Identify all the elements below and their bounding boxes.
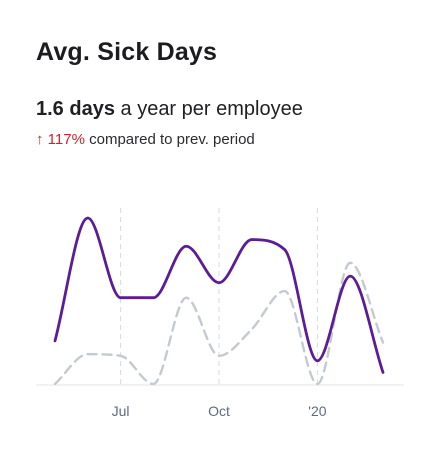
x-tick-label: Oct [208, 403, 230, 419]
arrow-up-icon: ↑ [36, 131, 44, 148]
current-period-line [53, 216, 385, 374]
card-title: Avg. Sick Days [36, 38, 218, 66]
change-indicator: ↑ 117% compared to prev. period [36, 131, 255, 148]
change-text: compared to prev. period [84, 131, 255, 148]
x-tick-label: Jul [112, 403, 130, 419]
change-percent: 117% [47, 131, 85, 148]
metric-summary: 1.6 days a year per employee [36, 98, 303, 121]
x-tick-label: '20 [308, 403, 326, 419]
metric-suffix: a year per employee [114, 98, 303, 120]
metric-value: 1.6 days [36, 98, 115, 120]
